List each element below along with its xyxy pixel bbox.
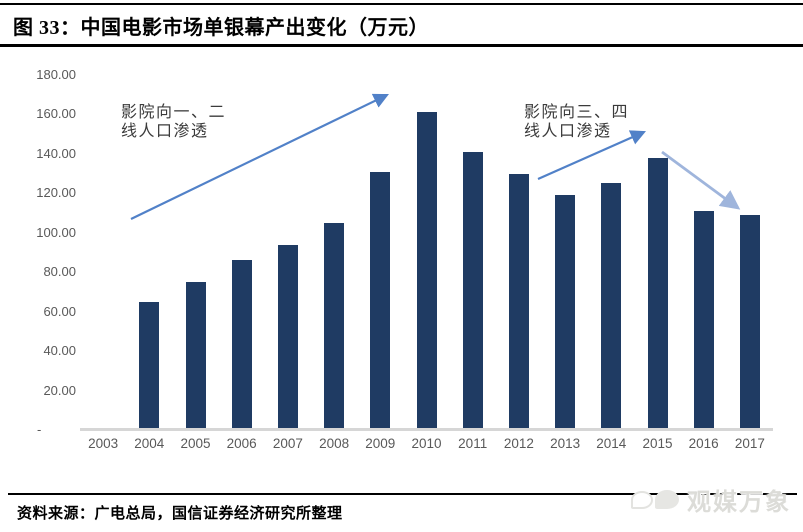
annotation-label: 影院向三、四 线人口渗透 <box>524 104 630 140</box>
bar-2009 <box>370 171 391 430</box>
footer-rule <box>8 493 797 495</box>
bar-2008 <box>324 222 345 430</box>
x-tick-label: 2016 <box>688 436 719 451</box>
y-tick-label: 120.00 <box>36 185 76 201</box>
bar-2007 <box>277 244 298 430</box>
x-tick-label: 2012 <box>503 436 534 451</box>
x-axis-line <box>80 428 773 431</box>
x-tick-label: 2014 <box>596 436 627 451</box>
x-tick-label: 2011 <box>458 436 488 451</box>
bar-2016 <box>693 211 714 430</box>
bar-2004 <box>139 301 160 430</box>
y-tick-label: 160.00 <box>36 106 76 122</box>
x-tick-label: 2003 <box>88 436 119 451</box>
y-tick-label: 180.00 <box>36 67 76 82</box>
x-tick-label: 2013 <box>550 436 581 451</box>
x-tick-label: 2017 <box>734 436 765 451</box>
y-tick-label: 40.00 <box>43 343 76 359</box>
x-tick-label: 2008 <box>319 436 350 451</box>
x-tick-label: 2009 <box>365 436 396 451</box>
y-tick-label: - <box>37 422 42 437</box>
figure-title: 图 33：中国电影市场单银幕产出变化（万元） <box>13 17 429 39</box>
bar-2017 <box>739 215 760 430</box>
bar-2012 <box>508 173 529 430</box>
x-tick-label: 2007 <box>272 436 303 451</box>
bar-2010 <box>416 112 437 430</box>
bar-2013 <box>555 195 576 430</box>
x-tick-label: 2005 <box>180 436 211 451</box>
x-tick-label: 2006 <box>226 436 257 451</box>
speech-bubble-icon <box>655 490 679 509</box>
x-tick-label: 2010 <box>411 436 442 451</box>
y-tick-label: 140.00 <box>36 145 76 161</box>
top-thin-rule <box>0 3 803 5</box>
trend-arrow-down <box>661 150 741 210</box>
bar-2006 <box>231 260 252 430</box>
y-tick-label: 100.00 <box>36 224 76 240</box>
source-note: 资料来源：广电总局，国信证券经济研究所整理 <box>17 506 343 522</box>
bar-2005 <box>185 282 206 430</box>
title-separator-rule <box>0 44 803 47</box>
watermark-text: 观媒万象 <box>687 489 791 516</box>
bar-2011 <box>462 151 483 430</box>
bar-2015 <box>647 157 668 430</box>
x-tick-label: 2015 <box>642 436 673 451</box>
bar-2014 <box>601 183 622 430</box>
watermark-logo: 观媒万象 <box>631 482 791 517</box>
y-tick-label: 20.00 <box>43 382 76 398</box>
speech-bubble-icon <box>631 490 653 509</box>
y-tick-label: 60.00 <box>43 303 76 319</box>
annotation-label: 影院向一、二 线人口渗透 <box>121 104 227 140</box>
x-tick-label: 2004 <box>134 436 165 451</box>
y-tick-label: 80.00 <box>43 264 76 280</box>
